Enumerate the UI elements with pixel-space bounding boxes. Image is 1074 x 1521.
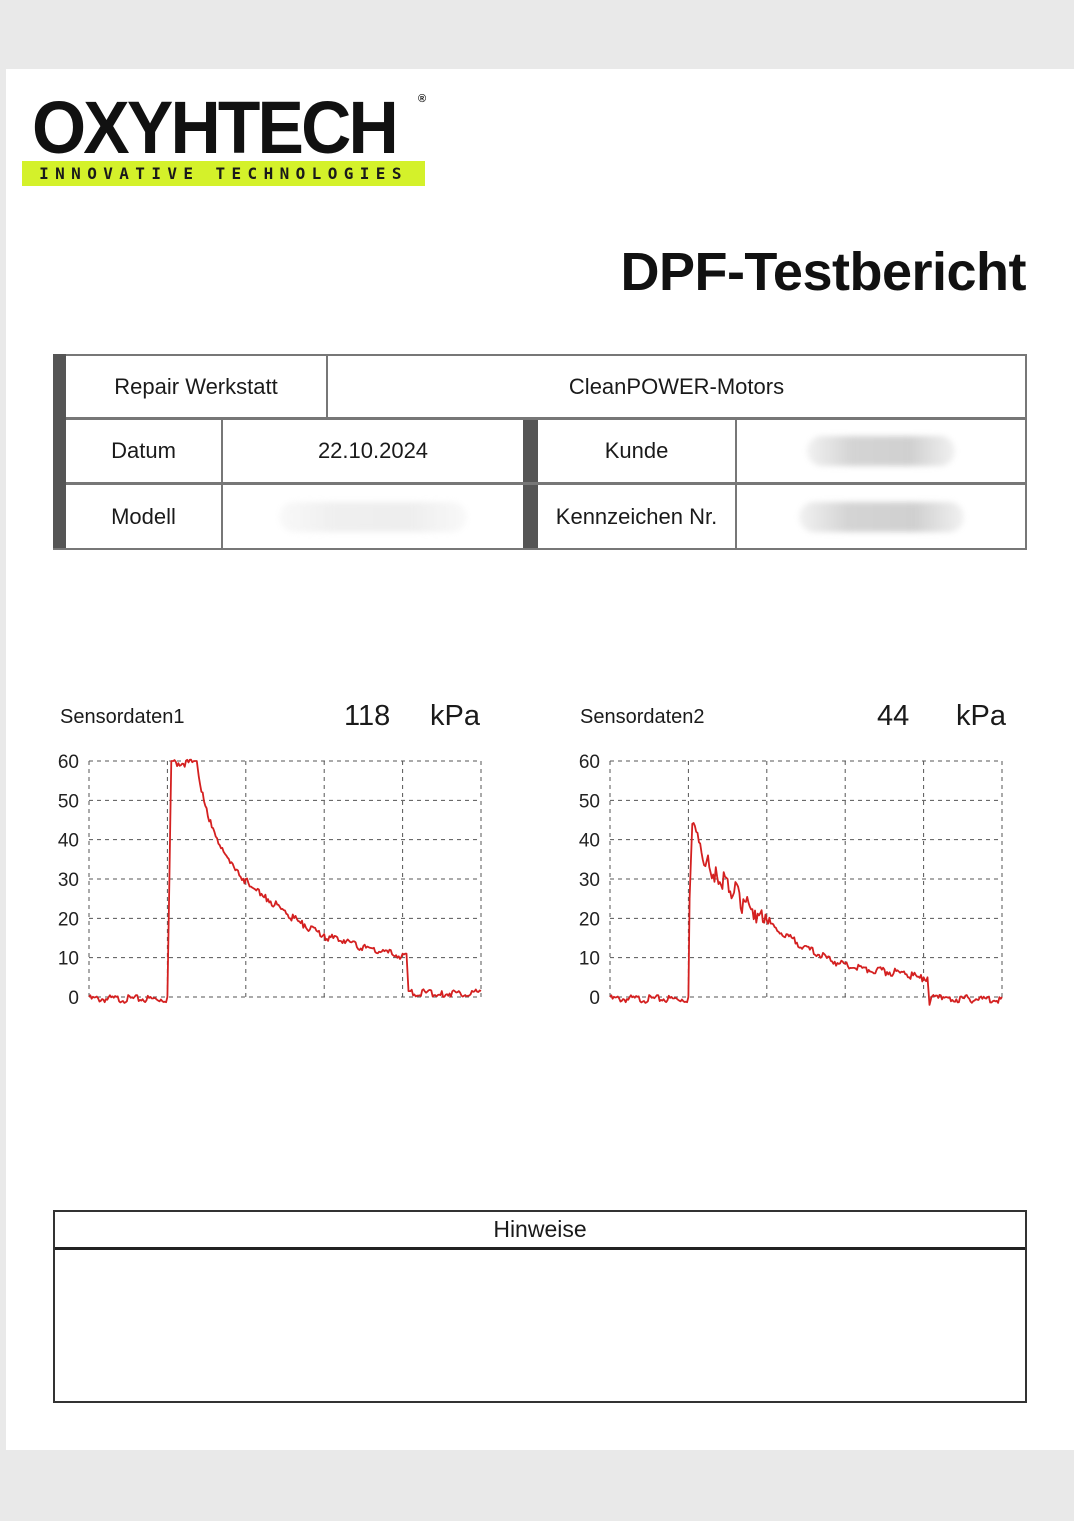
y-tick-label: 20 [579, 909, 600, 930]
logo-tagline-bar: INNOVATIVE TECHNOLOGIES [22, 161, 425, 186]
y-tick-label: 50 [58, 791, 79, 812]
y-tick-label: 60 [58, 752, 79, 773]
kennzeichen-value [737, 485, 1025, 548]
series-line [88, 758, 482, 1004]
table-line [1025, 354, 1027, 550]
logo-registered-mark: ® [418, 93, 427, 105]
y-tick-label: 0 [589, 988, 600, 1009]
datum-label: Datum [111, 438, 176, 463]
redacted-blur [807, 436, 955, 466]
y-tick-label: 0 [68, 988, 79, 1009]
redacted-blur [798, 501, 964, 532]
table-line [66, 482, 1027, 485]
werkstatt-value: CleanPOWER-Motors [568, 373, 785, 399]
chart2-unit: kPa [956, 700, 1006, 732]
report-page: OXYHTECH ® INNOVATIVE TECHNOLOGIES DPF-T… [6, 69, 1074, 1450]
chart1-value: 118 [344, 700, 391, 732]
info-table: Repair Werkstatt CleanPOWER-Motors Datum… [53, 354, 1027, 550]
datum-value: 22.10.2024 [317, 438, 429, 463]
chart2-value: 44 [877, 700, 910, 732]
y-tick-label: 60 [579, 752, 600, 773]
notes-area [55, 1250, 1025, 1400]
y-tick-label: 30 [58, 870, 79, 891]
modell-value [223, 485, 523, 548]
modell-label: Modell [111, 503, 176, 529]
y-tick-label: 20 [58, 909, 79, 930]
table-line [326, 354, 328, 418]
y-tick-label: 10 [579, 949, 600, 970]
table-line [221, 418, 223, 550]
y-tick-label: 10 [58, 949, 79, 970]
table-line [66, 417, 1027, 420]
logo-tagline: INNOVATIVE TECHNOLOGIES [39, 164, 408, 183]
table-line [66, 354, 1027, 356]
kunde-label: Kunde [604, 438, 669, 463]
chart2-plot: 0 10 20 30 40 50 60 [579, 752, 1003, 1009]
y-tick-label: 40 [58, 831, 79, 852]
series-line [609, 822, 1003, 1006]
table-line [735, 418, 737, 550]
chart1-title: Sensordaten1 [60, 706, 185, 728]
chart2-title: Sensordaten2 [580, 706, 705, 728]
logo-wordmark: OXYHTECH [32, 86, 399, 169]
werkstatt-label: Repair Werkstatt [114, 373, 278, 399]
report-title: DPF-Testbericht [620, 242, 1026, 302]
redacted-blur [279, 501, 467, 532]
chart1-unit: kPa [430, 700, 480, 732]
kunde-value [737, 420, 1025, 482]
table-line [53, 548, 1027, 550]
kennzeichen-label: Kennzeichen Nr. [555, 503, 718, 529]
y-tick-label: 50 [579, 791, 600, 812]
y-tick-label: 40 [579, 831, 600, 852]
notes-heading: Hinweise [55, 1212, 1025, 1250]
table-left-bar [53, 354, 66, 550]
company-logo: OXYHTECH ® INNOVATIVE TECHNOLOGIES [22, 91, 432, 187]
notes-box: Hinweise [53, 1210, 1027, 1403]
y-tick-label: 30 [579, 870, 600, 891]
chart1-plot: 0 10 20 30 40 50 60 [58, 752, 482, 1009]
